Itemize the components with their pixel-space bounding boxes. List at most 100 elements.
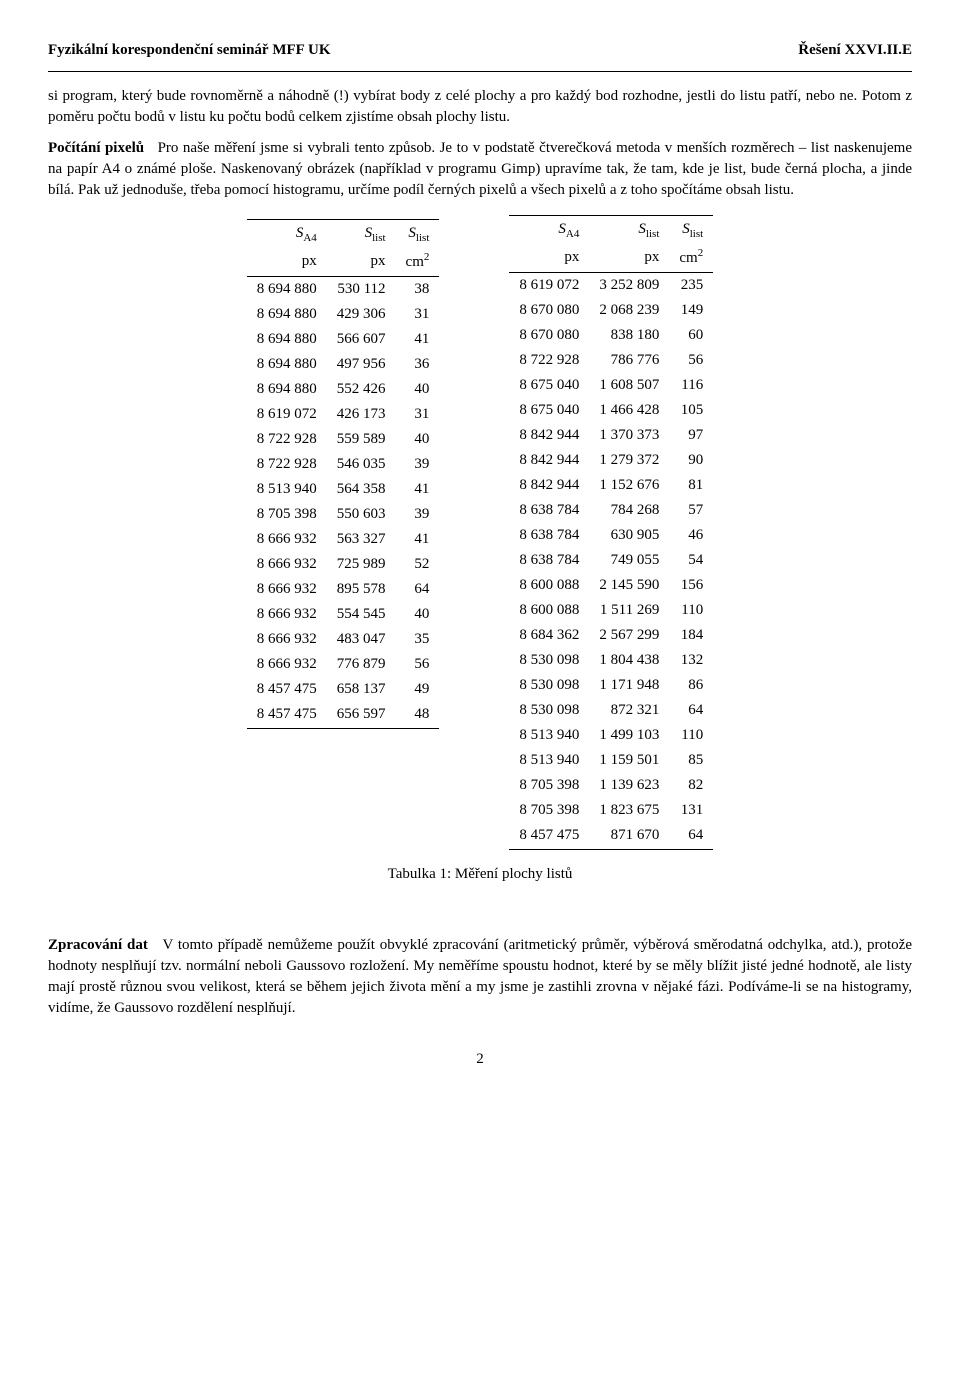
- table-cell: 658 137: [327, 677, 396, 702]
- table-row: 8 457 475656 59748: [247, 702, 440, 729]
- table-cell: 1 499 103: [589, 723, 669, 748]
- table-cell: 1 152 676: [589, 473, 669, 498]
- table-cell: 872 321: [589, 698, 669, 723]
- paragraph-3: Zpracování dat V tomto případě nemůžeme …: [48, 935, 912, 1019]
- table-cell: 40: [396, 427, 440, 452]
- table-cell: 39: [396, 452, 440, 477]
- table-row: 8 705 3981 823 675131: [509, 798, 713, 823]
- table-cell: 8 842 944: [509, 473, 589, 498]
- table-row: 8 513 9401 499 103110: [509, 723, 713, 748]
- table-cell: 8 619 072: [509, 273, 589, 299]
- table-row: 8 638 784630 90546: [509, 523, 713, 548]
- table-row: 8 722 928546 03539: [247, 452, 440, 477]
- table-row: 8 457 475658 13749: [247, 677, 440, 702]
- table-cell: 57: [669, 498, 713, 523]
- table-cell: 54: [669, 548, 713, 573]
- table-cell: 31: [396, 302, 440, 327]
- table-cell: 1 511 269: [589, 598, 669, 623]
- table-cell: 35: [396, 627, 440, 652]
- table-cell: 1 370 373: [589, 423, 669, 448]
- table-cell: 60: [669, 323, 713, 348]
- table-cell: 429 306: [327, 302, 396, 327]
- table-cell: 132: [669, 648, 713, 673]
- table-row: 8 694 880552 42640: [247, 377, 440, 402]
- table-cell: 8 694 880: [247, 377, 327, 402]
- table-cell: 8 842 944: [509, 423, 589, 448]
- page-number: 2: [48, 1049, 912, 1070]
- para2-body: Pro naše měření jsme si vybrali tento zp…: [48, 140, 912, 198]
- table-row: 8 530 098872 32164: [509, 698, 713, 723]
- page-header: Fyzikální korespondenční seminář MFF UK …: [48, 40, 912, 61]
- paragraph-2: Počítání pixelů Pro naše měření jsme si …: [48, 138, 912, 201]
- table-row: 8 600 0882 145 590156: [509, 573, 713, 598]
- table-cell: 56: [396, 652, 440, 677]
- table-row: 8 666 932776 87956: [247, 652, 440, 677]
- table-caption: Tabulka 1: Měření plochy listů: [48, 864, 912, 885]
- table-cell: 564 358: [327, 477, 396, 502]
- table-cell: 8 530 098: [509, 673, 589, 698]
- data-table-right: SA4 Slist Slist px px cm2 8 619 0723 252…: [509, 215, 713, 850]
- table-cell: 8 638 784: [509, 498, 589, 523]
- table-cell: 1 608 507: [589, 373, 669, 398]
- table-cell: 8 600 088: [509, 598, 589, 623]
- table-cell: 31: [396, 402, 440, 427]
- table-cell: 8 666 932: [247, 527, 327, 552]
- table-row: 8 513 940564 35841: [247, 477, 440, 502]
- table-cell: 8 705 398: [509, 798, 589, 823]
- table-row: 8 842 9441 152 67681: [509, 473, 713, 498]
- table-cell: 8 684 362: [509, 623, 589, 648]
- table-cell: 725 989: [327, 552, 396, 577]
- col-unit: px: [327, 248, 396, 277]
- table-cell: 8 694 880: [247, 352, 327, 377]
- table-cell: 56: [669, 348, 713, 373]
- col-header: Slist: [669, 216, 713, 245]
- table-row: 8 666 932725 98952: [247, 552, 440, 577]
- table-cell: 8 457 475: [247, 677, 327, 702]
- table-row: 8 675 0401 466 428105: [509, 398, 713, 423]
- table-row: 8 457 475871 67064: [509, 823, 713, 850]
- table-cell: 8 457 475: [509, 823, 589, 850]
- table-cell: 483 047: [327, 627, 396, 652]
- table-row: 8 530 0981 171 94886: [509, 673, 713, 698]
- table-cell: 871 670: [589, 823, 669, 850]
- table-cell: 8 722 928: [509, 348, 589, 373]
- table-cell: 131: [669, 798, 713, 823]
- table-row: 8 666 932554 54540: [247, 602, 440, 627]
- col-header: Slist: [589, 216, 669, 245]
- table-cell: 8 619 072: [247, 402, 327, 427]
- table-cell: 40: [396, 377, 440, 402]
- header-rule: [48, 71, 912, 72]
- table-cell: 116: [669, 373, 713, 398]
- table-cell: 554 545: [327, 602, 396, 627]
- table-cell: 156: [669, 573, 713, 598]
- table-cell: 184: [669, 623, 713, 648]
- table-cell: 86: [669, 673, 713, 698]
- table-cell: 235: [669, 273, 713, 299]
- table-cell: 8 694 880: [247, 327, 327, 352]
- table-cell: 656 597: [327, 702, 396, 729]
- col-header: SA4: [247, 220, 327, 249]
- table-row: 8 638 784749 05554: [509, 548, 713, 573]
- table-cell: 559 589: [327, 427, 396, 452]
- table-row: 8 675 0401 608 507116: [509, 373, 713, 398]
- table-row: 8 694 880497 95636: [247, 352, 440, 377]
- table-cell: 8 530 098: [509, 698, 589, 723]
- table-cell: 97: [669, 423, 713, 448]
- table-row: 8 670 080838 18060: [509, 323, 713, 348]
- table-cell: 8 666 932: [247, 627, 327, 652]
- table-cell: 895 578: [327, 577, 396, 602]
- col-header: Slist: [396, 220, 440, 249]
- table-cell: 784 268: [589, 498, 669, 523]
- table-cell: 550 603: [327, 502, 396, 527]
- table-cell: 110: [669, 598, 713, 623]
- table-cell: 8 842 944: [509, 448, 589, 473]
- table-cell: 36: [396, 352, 440, 377]
- table-cell: 2 567 299: [589, 623, 669, 648]
- table-row: 8 513 9401 159 50185: [509, 748, 713, 773]
- table-cell: 48: [396, 702, 440, 729]
- table-cell: 40: [396, 602, 440, 627]
- table-cell: 497 956: [327, 352, 396, 377]
- table-row: 8 666 932563 32741: [247, 527, 440, 552]
- table-cell: 552 426: [327, 377, 396, 402]
- table-row: 8 684 3622 567 299184: [509, 623, 713, 648]
